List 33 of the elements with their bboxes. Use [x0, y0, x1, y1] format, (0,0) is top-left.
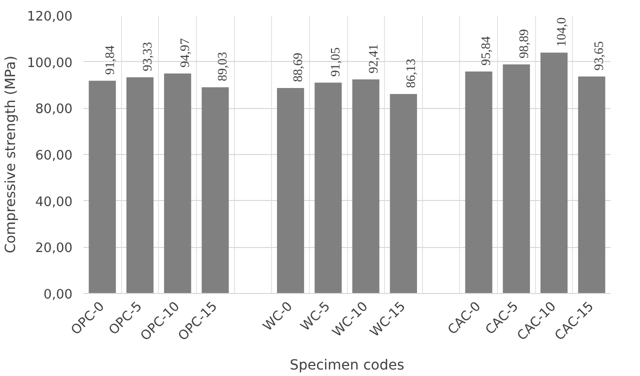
bar — [390, 94, 418, 294]
bar — [465, 71, 492, 294]
data-label: 93,65 — [591, 41, 606, 71]
data-label: 104,0 — [554, 17, 569, 47]
bar — [314, 82, 342, 294]
bar — [352, 79, 380, 294]
data-label: 93,33 — [139, 42, 154, 72]
data-label: 94,97 — [177, 38, 192, 68]
bar — [126, 77, 154, 294]
y-tick-label: 80,00 — [35, 102, 72, 118]
bar — [164, 73, 192, 294]
data-label: 92,41 — [365, 44, 380, 74]
y-tick-label: 40,00 — [35, 194, 72, 210]
y-tick-label: 0,00 — [44, 288, 73, 302]
y-tick-label: 60,00 — [35, 148, 72, 164]
data-label: 88,69 — [290, 52, 306, 82]
bar — [578, 76, 606, 294]
y-tick-label: 120,00 — [27, 10, 73, 24]
y-tick-label: 100,00 — [27, 56, 73, 71]
x-axis-title: Specimen codes — [290, 357, 404, 374]
data-label: 95,84 — [478, 36, 494, 66]
y-axis-title: Compressive strength (MPa) — [3, 56, 20, 254]
data-label: 86,13 — [402, 58, 418, 88]
y-tick-label: 20,00 — [35, 241, 72, 256]
bar — [276, 88, 304, 294]
data-label: 89,03 — [214, 52, 230, 82]
bar — [540, 52, 568, 294]
bar — [88, 80, 116, 294]
bar — [202, 87, 229, 294]
data-label: 98,89 — [516, 29, 531, 58]
data-label: 91,84 — [102, 44, 117, 75]
bar — [502, 64, 530, 294]
data-label: 91,05 — [328, 47, 343, 77]
